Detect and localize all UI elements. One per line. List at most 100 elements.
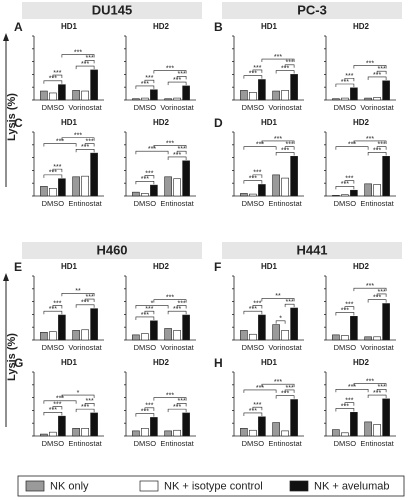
bar (164, 328, 172, 341)
significance-bracket (43, 400, 77, 404)
chart-title: HD1 (61, 262, 78, 271)
significance-label: *** (253, 170, 261, 177)
significance-label: *** (378, 66, 386, 73)
bar (132, 191, 140, 197)
x-tick-label: Vorinostat (160, 343, 194, 352)
significance-label: *** (53, 401, 61, 408)
bar (164, 98, 172, 101)
significance-bracket (52, 406, 63, 410)
significance-bracket (153, 397, 187, 401)
panel-letter: F (214, 260, 221, 274)
bar (90, 412, 98, 437)
significance-label: *** (345, 175, 353, 182)
section-header-box (222, 2, 402, 19)
bar (49, 431, 57, 437)
significance-bracket (144, 407, 155, 411)
significance-label: *** (145, 170, 153, 177)
bar (272, 422, 280, 437)
bar (90, 308, 98, 341)
panel-letter: B (214, 20, 223, 34)
significance-label: *** (56, 396, 64, 403)
significance-bracket (153, 145, 187, 149)
bar (72, 176, 80, 197)
bar (40, 186, 48, 197)
significance-label: *** (274, 379, 282, 386)
significance-label: *** (86, 398, 94, 405)
significance-bracket (252, 305, 263, 309)
significance-bracket (367, 394, 387, 399)
significance-label: *** (74, 49, 82, 56)
significance-label: *** (281, 65, 289, 72)
bar (240, 428, 248, 437)
chart-title: HD2 (153, 358, 170, 367)
significance-bracket (275, 395, 295, 399)
bar (382, 80, 390, 101)
chart-title: HD1 (261, 262, 278, 271)
significance-bracket (261, 140, 295, 144)
significance-label: *** (53, 70, 61, 77)
section-title: DU145 (92, 2, 132, 17)
significance-bracket (367, 299, 387, 303)
significance-bracket (261, 298, 295, 302)
bar (173, 178, 181, 197)
bar (173, 97, 181, 101)
significance-bracket (75, 65, 95, 70)
significance-bracket (353, 383, 387, 387)
bar (249, 333, 257, 341)
significance-label: *** (178, 146, 186, 153)
axis-arrow-head (3, 33, 9, 41)
significance-bracket (135, 150, 169, 155)
bar (40, 433, 48, 437)
significance-label: *** (341, 181, 349, 188)
chart-title: HD2 (153, 118, 170, 127)
significance-bracket (243, 389, 277, 393)
bar (272, 174, 280, 197)
x-tick-label: DMSO (42, 343, 65, 352)
bar (350, 87, 358, 101)
significance-bracket (61, 292, 95, 297)
significance-label: *** (253, 300, 261, 307)
significance-label: *** (49, 170, 57, 177)
bar (49, 92, 57, 101)
significance-label: *** (341, 79, 349, 86)
significance-bracket (353, 65, 387, 69)
x-tick-label: Entinostat (360, 199, 394, 208)
bar (58, 178, 66, 197)
significance-label: *** (81, 300, 89, 307)
x-tick-label: DMSO (42, 199, 65, 208)
bar (141, 333, 149, 341)
x-tick-label: DMSO (242, 343, 265, 352)
significance-label: *** (281, 147, 289, 154)
bar (182, 314, 190, 341)
significance-label: * (77, 390, 80, 397)
bar (350, 189, 358, 197)
significance-label: *** (256, 142, 264, 149)
significance-bracket (243, 412, 263, 416)
x-tick-label: DMSO (134, 343, 157, 352)
bar (341, 335, 349, 341)
bar (249, 429, 257, 437)
significance-label: *** (378, 289, 386, 296)
significance-bracket (84, 143, 95, 147)
significance-label: *** (166, 65, 174, 72)
bar (40, 332, 48, 341)
significance-label: *** (56, 138, 64, 145)
bar (240, 193, 248, 197)
bar (72, 428, 80, 437)
x-tick-label: Entinostat (68, 199, 102, 208)
significance-bracket (243, 310, 263, 315)
bar (382, 303, 390, 341)
significance-label: *** (145, 403, 153, 410)
significance-label: *** (348, 384, 356, 391)
significance-bracket (335, 186, 355, 190)
significance-bracket (344, 77, 355, 82)
significance-label: *** (249, 71, 257, 78)
significance-label: *** (378, 384, 386, 391)
panel-letter: E (14, 260, 22, 274)
panel-letter: G (14, 356, 23, 370)
significance-label: *** (141, 176, 149, 183)
